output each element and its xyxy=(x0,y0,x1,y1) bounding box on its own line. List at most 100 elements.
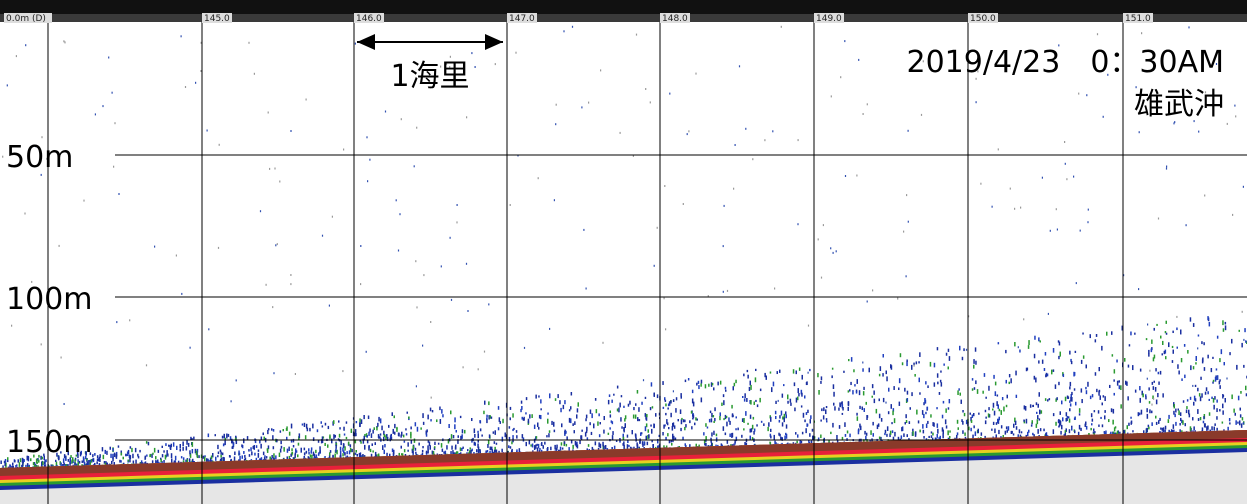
echo-dot xyxy=(870,430,872,435)
echo-dot xyxy=(324,456,326,458)
echo-dot xyxy=(1166,168,1167,170)
echo-dot xyxy=(243,438,245,443)
echo-dot xyxy=(991,429,993,431)
echo-dot xyxy=(1222,404,1224,409)
echo-dot xyxy=(1053,348,1055,353)
echo-dot xyxy=(770,417,772,422)
echo-dot xyxy=(637,390,639,394)
header-label: 148.0 xyxy=(662,14,688,24)
echo-dot xyxy=(422,345,423,347)
echo-dot xyxy=(329,452,331,455)
echo-dot xyxy=(401,118,402,120)
echo-dot xyxy=(973,359,975,364)
echo-dot xyxy=(458,435,460,438)
echo-dot xyxy=(317,429,319,432)
echo-dot xyxy=(1162,393,1164,397)
echo-dot xyxy=(670,400,672,403)
echo-dot xyxy=(673,399,675,402)
echo-dot xyxy=(1138,412,1140,416)
echo-dot xyxy=(393,429,395,434)
echo-dot xyxy=(737,428,739,431)
echo-dot xyxy=(386,434,388,436)
echo-dot xyxy=(99,459,101,462)
echo-dot xyxy=(998,342,1000,344)
echo-dot xyxy=(1071,428,1073,431)
echo-dot xyxy=(41,343,42,345)
echo-dot xyxy=(960,393,962,396)
echo-dot xyxy=(430,408,432,412)
echo-dot xyxy=(467,449,469,451)
echo-dot xyxy=(845,175,846,177)
echo-dot xyxy=(1039,418,1041,420)
echo-dot xyxy=(876,409,878,414)
echo-dot xyxy=(912,431,914,436)
echo-dot xyxy=(407,450,409,452)
echo-dot xyxy=(723,245,724,247)
echo-dot xyxy=(975,347,977,351)
echo-dot xyxy=(563,405,565,409)
echo-dot xyxy=(904,388,906,392)
echo-dot xyxy=(622,443,624,446)
echo-dot xyxy=(439,407,441,411)
echo-dot xyxy=(114,453,116,457)
echo-dot xyxy=(1166,166,1167,168)
echo-dot xyxy=(271,428,273,430)
echo-dot xyxy=(450,411,452,415)
echo-dot xyxy=(434,446,436,448)
echo-dot xyxy=(742,396,744,398)
echo-dot xyxy=(716,434,718,437)
echo-dot xyxy=(937,423,939,428)
echo-dot xyxy=(1044,368,1046,371)
echo-dot xyxy=(999,409,1001,412)
echo-dot xyxy=(1047,399,1049,401)
echo-dot xyxy=(780,437,782,440)
echo-dot xyxy=(22,464,24,466)
echo-dot xyxy=(588,102,589,104)
echo-dot xyxy=(427,445,429,449)
echo-dot xyxy=(899,402,901,406)
echo-dot xyxy=(293,445,295,447)
echo-dot xyxy=(779,415,781,418)
echo-dot xyxy=(995,382,997,386)
echo-dot xyxy=(1173,430,1175,433)
echo-dot xyxy=(480,428,482,431)
echo-dot xyxy=(474,442,476,446)
echo-dot xyxy=(280,449,282,453)
echo-dot xyxy=(966,420,968,424)
echo-dot xyxy=(241,444,243,447)
echo-dot xyxy=(1050,230,1051,232)
echo-dot xyxy=(796,398,798,403)
echo-dot xyxy=(666,419,668,424)
echo-dot xyxy=(962,410,964,412)
echo-dot xyxy=(1069,408,1071,411)
echo-dot xyxy=(363,415,365,419)
echo-dot xyxy=(768,422,770,426)
echo-dot xyxy=(1003,435,1005,438)
echo-dot xyxy=(1023,420,1025,422)
echo-dot xyxy=(794,408,796,412)
echo-dot xyxy=(280,430,282,432)
echo-dot xyxy=(189,458,191,462)
echo-dot xyxy=(1045,433,1047,436)
echo-dot xyxy=(200,70,201,72)
echo-dot xyxy=(820,381,822,384)
echo-dot xyxy=(1172,331,1174,333)
echo-dot xyxy=(319,446,321,450)
echo-dot xyxy=(682,437,684,440)
echo-dot xyxy=(754,402,756,405)
echo-dot xyxy=(749,387,751,391)
echo-dot xyxy=(1151,422,1153,426)
echo-dot xyxy=(430,419,432,421)
echo-dot xyxy=(306,424,308,429)
echo-dot xyxy=(215,434,217,436)
echo-dot xyxy=(937,347,939,350)
echo-dot xyxy=(329,305,330,307)
echo-dot xyxy=(1085,387,1087,389)
echo-dot xyxy=(1058,420,1060,423)
echo-dot xyxy=(957,390,959,395)
echo-dot xyxy=(767,427,769,431)
echo-dot xyxy=(291,448,293,451)
echo-dot xyxy=(931,435,933,438)
echo-dot xyxy=(1018,346,1019,348)
echo-dot xyxy=(641,402,643,405)
